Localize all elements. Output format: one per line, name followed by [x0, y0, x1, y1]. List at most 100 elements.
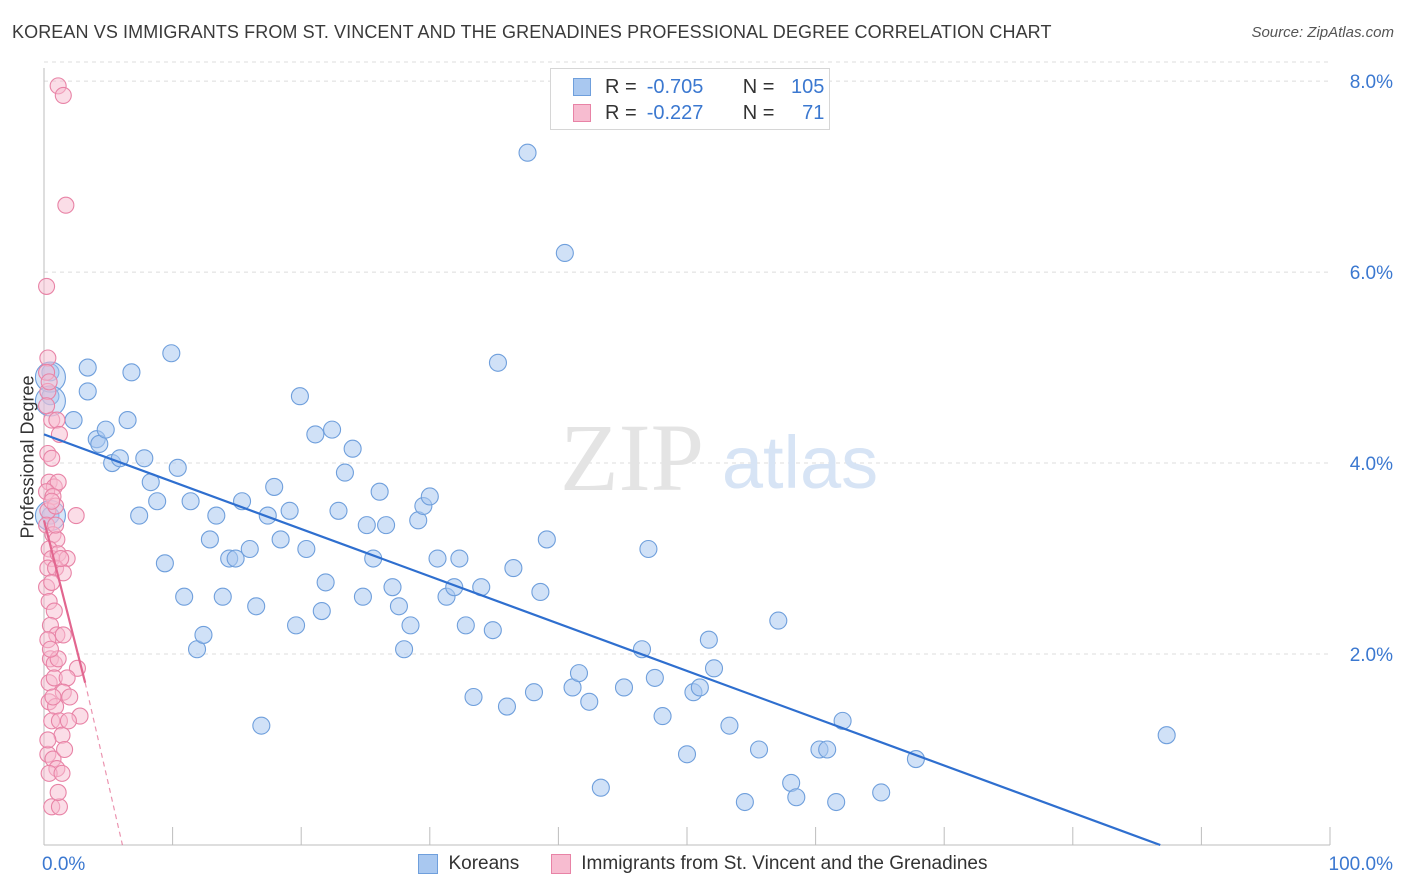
- point-koreans: [64, 411, 83, 430]
- point-koreans: [353, 587, 372, 606]
- point-immigrants: [54, 86, 72, 104]
- point-koreans: [280, 501, 299, 520]
- point-koreans: [357, 516, 376, 535]
- legend-item-koreans: Koreans: [418, 853, 519, 875]
- source-label: Source: ZipAtlas.com: [1251, 24, 1394, 41]
- point-koreans: [343, 439, 362, 458]
- x-tick-label: 0.0%: [42, 854, 85, 875]
- chart-title: KOREAN VS IMMIGRANTS FROM ST. VINCENT AN…: [12, 22, 1052, 42]
- y-tick-label: 6.0%: [1350, 263, 1393, 284]
- point-immigrants: [39, 731, 57, 749]
- point-koreans: [312, 602, 331, 621]
- point-immigrants: [43, 449, 61, 467]
- legend-label-immigrants: Immigrants from St. Vincent and the Gren…: [581, 853, 988, 874]
- tick-labels: 2.0% 4.0% 6.0% 8.0% 0.0% 100.0%: [42, 72, 1393, 875]
- legend-label-koreans: Koreans: [448, 853, 520, 874]
- point-koreans: [1157, 726, 1176, 745]
- point-koreans: [226, 549, 245, 568]
- point-koreans: [704, 659, 724, 678]
- point-koreans: [297, 539, 316, 559]
- point-koreans: [833, 711, 852, 730]
- legend-swatch-immigrants: [551, 854, 572, 874]
- point-koreans: [518, 143, 537, 162]
- point-koreans: [690, 678, 709, 697]
- point-immigrants: [38, 277, 56, 295]
- point-koreans: [194, 625, 213, 644]
- trend-line-immigrants: [42, 520, 87, 683]
- point-immigrants: [50, 798, 68, 816]
- point-koreans: [181, 492, 200, 511]
- point-koreans: [450, 549, 469, 568]
- n-label: N =: [742, 75, 775, 98]
- r-value: -0.227: [646, 101, 704, 124]
- point-koreans: [827, 792, 846, 812]
- point-koreans: [464, 687, 483, 707]
- point-koreans: [252, 716, 271, 735]
- watermark-zip: ZIP: [560, 404, 704, 511]
- n-value: 105: [791, 75, 825, 98]
- point-koreans: [175, 587, 194, 606]
- point-koreans: [555, 243, 574, 263]
- point-immigrants: [44, 688, 62, 706]
- point-koreans: [377, 516, 396, 535]
- point-koreans: [118, 411, 137, 430]
- point-koreans: [483, 621, 502, 640]
- x-tick-label: 100.0%: [1329, 854, 1394, 875]
- point-koreans: [162, 344, 181, 363]
- point-koreans: [537, 530, 556, 549]
- point-koreans: [247, 597, 266, 616]
- point-immigrants: [56, 740, 74, 759]
- point-koreans: [383, 578, 402, 597]
- point-koreans: [168, 458, 187, 477]
- point-koreans: [488, 353, 508, 372]
- point-immigrants: [43, 492, 61, 510]
- y-axis-label: Professional Degree: [17, 375, 38, 539]
- point-immigrants: [53, 726, 71, 744]
- watermark: ZIP atlas: [560, 404, 878, 511]
- point-koreans: [395, 640, 414, 659]
- point-koreans: [130, 506, 149, 525]
- point-koreans: [735, 792, 754, 812]
- point-koreans: [591, 778, 610, 797]
- point-immigrants: [49, 783, 67, 802]
- point-immigrants: [53, 764, 71, 782]
- point-koreans: [524, 683, 544, 702]
- point-koreans: [614, 678, 634, 697]
- point-koreans: [720, 716, 739, 735]
- point-koreans: [370, 482, 389, 501]
- point-koreans: [818, 740, 837, 759]
- legend-item-immigrants: Immigrants from St. Vincent and the Gren…: [551, 853, 988, 875]
- point-immigrants: [39, 349, 57, 367]
- point-immigrants: [59, 712, 77, 730]
- point-koreans: [420, 487, 439, 506]
- point-koreans: [78, 358, 97, 377]
- point-koreans: [389, 597, 408, 616]
- point-immigrants: [54, 626, 72, 644]
- trend-line-immigrants-extension: [84, 682, 124, 846]
- point-koreans: [306, 425, 325, 444]
- point-koreans: [316, 573, 335, 592]
- point-koreans: [428, 549, 447, 568]
- point-koreans: [78, 382, 97, 401]
- point-koreans: [787, 788, 806, 807]
- point-koreans: [504, 559, 523, 578]
- r-label: R =: [605, 101, 637, 124]
- point-koreans: [497, 697, 517, 716]
- point-koreans: [207, 506, 226, 525]
- point-koreans: [872, 783, 891, 802]
- trend-lines: [42, 433, 1161, 847]
- point-koreans: [155, 554, 174, 573]
- point-koreans: [290, 387, 309, 406]
- legend-row-koreans: R = -0.705 N = 105: [573, 75, 824, 99]
- data-points: [34, 77, 1176, 816]
- point-immigrants: [40, 373, 58, 391]
- legend-swatch-koreans: [418, 854, 439, 874]
- legend-row-immigrants: R = -0.227 N = 71: [573, 101, 824, 125]
- point-koreans: [580, 692, 599, 711]
- point-immigrants: [58, 669, 76, 687]
- point-koreans: [769, 611, 788, 630]
- point-immigrants: [47, 516, 65, 534]
- y-tick-label: 2.0%: [1350, 645, 1393, 666]
- y-tick-label: 8.0%: [1350, 72, 1393, 93]
- point-koreans: [749, 740, 769, 759]
